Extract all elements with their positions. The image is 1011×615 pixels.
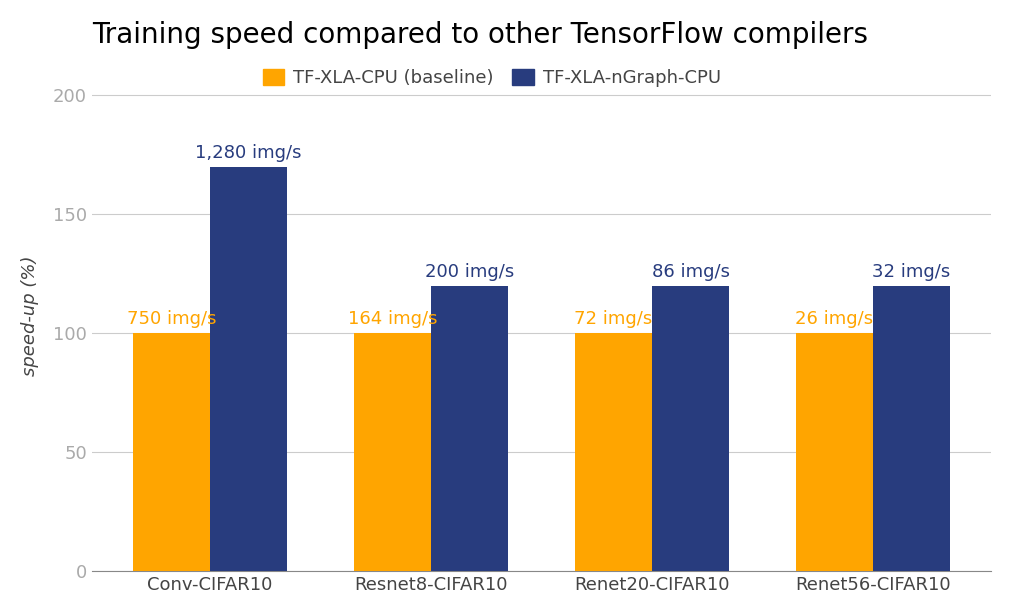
Legend: TF-XLA-CPU (baseline), TF-XLA-nGraph-CPU: TF-XLA-CPU (baseline), TF-XLA-nGraph-CPU	[263, 68, 720, 87]
Bar	[353, 333, 431, 571]
Bar	[872, 285, 949, 571]
Bar	[574, 333, 651, 571]
Text: 26 img/s: 26 img/s	[795, 311, 872, 328]
Text: 200 img/s: 200 img/s	[425, 263, 514, 281]
Text: 86 img/s: 86 img/s	[651, 263, 729, 281]
Bar	[132, 333, 209, 571]
Text: 32 img/s: 32 img/s	[871, 263, 949, 281]
Text: Training speed compared to other TensorFlow compilers: Training speed compared to other TensorF…	[92, 21, 866, 49]
Text: 72 img/s: 72 img/s	[573, 311, 652, 328]
Text: 1,280 img/s: 1,280 img/s	[195, 144, 301, 162]
Bar	[209, 167, 287, 571]
Bar	[795, 333, 872, 571]
Bar	[431, 285, 508, 571]
Text: 164 img/s: 164 img/s	[347, 311, 437, 328]
Bar	[651, 285, 729, 571]
Text: 750 img/s: 750 img/s	[126, 311, 215, 328]
Y-axis label: speed-up (%): speed-up (%)	[21, 255, 38, 376]
